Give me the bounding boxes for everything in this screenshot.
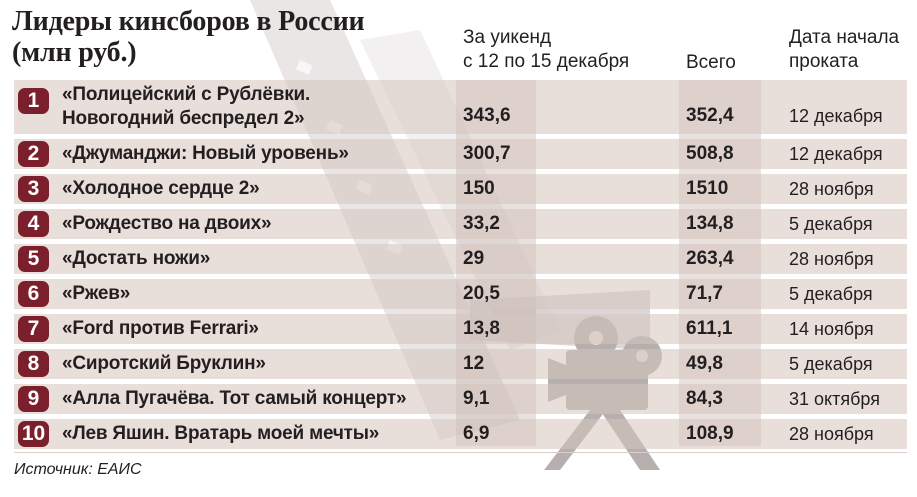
table-row: 8 «Сиротский Бруклин» 12 49,8 5 декабря bbox=[14, 349, 907, 379]
rank-badge: 2 bbox=[18, 141, 49, 167]
weekend-gross-cell: 33,2 bbox=[463, 213, 500, 234]
table-row: 7 «Ford против Ferrari» 13,8 611,1 14 ноября bbox=[14, 314, 907, 344]
table-row: 1 «Полицейский с Рублёвки. Новогодний бесп… bbox=[14, 80, 907, 134]
column-header-line: проката bbox=[789, 51, 859, 72]
total-gross-cell: 1510 bbox=[686, 178, 729, 199]
rank-badge: 9 bbox=[18, 386, 49, 412]
table-row: 6 «Ржев» 20,5 71,7 5 декабря bbox=[14, 279, 907, 309]
rank-badge: 8 bbox=[18, 351, 49, 377]
total-gross-cell: 263,4 bbox=[686, 248, 734, 269]
chart-title-line: Лидеры кинсборов в России bbox=[12, 6, 365, 37]
total-gross-cell: 49,8 bbox=[686, 353, 723, 374]
release-date-cell: 31 октября bbox=[789, 389, 880, 409]
rank-badge: 6 bbox=[18, 281, 49, 307]
total-gross-cell: 352,4 bbox=[686, 105, 734, 126]
release-date-cell: 5 декабря bbox=[789, 354, 873, 374]
rank-badge: 3 bbox=[18, 176, 49, 202]
column-header-line: За уикенд bbox=[463, 27, 552, 48]
column-header-total: Всего bbox=[686, 51, 736, 75]
footer-divider bbox=[14, 452, 907, 453]
chart-title-line: (млн руб.) bbox=[12, 37, 137, 68]
rank-badge: 5 bbox=[18, 246, 49, 272]
movie-title-line: «Лев Яшин. Вратарь моей мечты» bbox=[62, 423, 380, 444]
table-row: 10 «Лев Яшин. Вратарь моей мечты» 6,9 108,9… bbox=[14, 419, 907, 449]
release-date-cell: 12 декабря bbox=[789, 144, 883, 164]
weekend-gross-cell: 29 bbox=[463, 248, 485, 269]
rank-badge: 4 bbox=[18, 211, 49, 237]
total-gross-cell: 611,1 bbox=[686, 318, 733, 339]
table-row: 3 «Холодное сердце 2» 150 1510 28 ноября bbox=[14, 174, 907, 204]
weekend-gross-cell: 150 bbox=[463, 178, 495, 199]
column-header-line: с 12 по 15 декабря bbox=[463, 51, 630, 72]
table-row: 2 «Джуманджи: Новый уровень» 300,7 508,8 12 … bbox=[14, 139, 907, 169]
release-date-cell: 5 декабря bbox=[789, 214, 873, 234]
column-header-line: Всего bbox=[686, 52, 736, 73]
movie-title-line: Новогодний беспредел 2» bbox=[62, 108, 305, 129]
weekend-gross-cell: 9,1 bbox=[463, 388, 490, 409]
movie-title-line: «Ржев» bbox=[62, 283, 131, 304]
movie-title-line: «Холодное сердце 2» bbox=[62, 178, 260, 199]
column-header-line: Дата начала bbox=[789, 27, 900, 48]
release-date-cell: 28 ноября bbox=[789, 249, 874, 269]
movie-title-line: «Рождество на двоих» bbox=[62, 213, 272, 234]
movie-title: «Джуманджи: Новый уровень» bbox=[62, 139, 349, 169]
source-note: Источник: ЕАИС bbox=[14, 461, 142, 478]
rank-badge: 10 bbox=[18, 421, 49, 447]
total-gross-cell: 108,9 bbox=[686, 423, 734, 444]
column-header-weekend: За уикенд с 12 по 15 декабря bbox=[463, 26, 629, 74]
movie-title-line: «Алла Пугачёва. Тот самый концерт» bbox=[62, 388, 407, 409]
total-gross-cell: 84,3 bbox=[686, 388, 723, 409]
release-date-cell: 28 ноября bbox=[789, 179, 874, 199]
chart-title: Лидеры кинсборов в России (млн руб.) bbox=[12, 6, 452, 68]
movie-title-line: «Полицейский с Рублёвки. bbox=[62, 84, 311, 105]
rank-badge: 7 bbox=[18, 316, 49, 342]
movie-title: «Сиротский Бруклин» bbox=[62, 349, 266, 379]
column-header-release-date: Дата начала проката bbox=[789, 26, 899, 74]
movie-title-line: «Ford против Ferrari» bbox=[62, 318, 259, 339]
movie-title: «Рождество на двоих» bbox=[62, 209, 272, 239]
movie-title: «Алла Пугачёва. Тот самый концерт» bbox=[62, 384, 407, 414]
weekend-gross-cell: 300,7 bbox=[463, 143, 511, 164]
weekend-gross-cell: 13,8 bbox=[463, 318, 500, 339]
movie-title: «Лев Яшин. Вратарь моей мечты» bbox=[62, 419, 379, 449]
table-row: 5 «Достать ножи» 29 263,4 28 ноября bbox=[14, 244, 907, 274]
release-date-cell: 14 ноября bbox=[789, 319, 874, 339]
table-row: 9 «Алла Пугачёва. Тот самый концерт» 9,1 84… bbox=[14, 384, 907, 414]
movie-title-line: «Джуманджи: Новый уровень» bbox=[62, 143, 349, 164]
weekend-gross-cell: 6,9 bbox=[463, 423, 490, 444]
movie-title-line: «Достать ножи» bbox=[62, 248, 211, 269]
movie-title-line: «Сиротский Бруклин» bbox=[62, 353, 266, 374]
release-date-cell: 12 декабря bbox=[789, 106, 883, 126]
total-gross-cell: 71,7 bbox=[686, 283, 723, 304]
movie-title: «Ржев» bbox=[62, 279, 130, 309]
movie-title: «Полицейский с Рублёвки. Новогодний беспр… bbox=[62, 83, 310, 131]
table-row: 4 «Рождество на двоих» 33,2 134,8 5 декабря bbox=[14, 209, 907, 239]
total-gross-cell: 508,8 bbox=[686, 143, 734, 164]
movie-title: «Достать ножи» bbox=[62, 244, 210, 274]
movie-title: «Холодное сердце 2» bbox=[62, 174, 260, 204]
release-date-cell: 28 ноября bbox=[789, 424, 874, 444]
total-gross-cell: 134,8 bbox=[686, 213, 734, 234]
weekend-gross-cell: 12 bbox=[463, 353, 485, 374]
weekend-gross-cell: 343,6 bbox=[463, 105, 511, 126]
weekend-gross-cell: 20,5 bbox=[463, 283, 500, 304]
rank-badge: 1 bbox=[18, 88, 49, 114]
movie-title: «Ford против Ferrari» bbox=[62, 314, 259, 344]
release-date-cell: 5 декабря bbox=[789, 284, 873, 304]
